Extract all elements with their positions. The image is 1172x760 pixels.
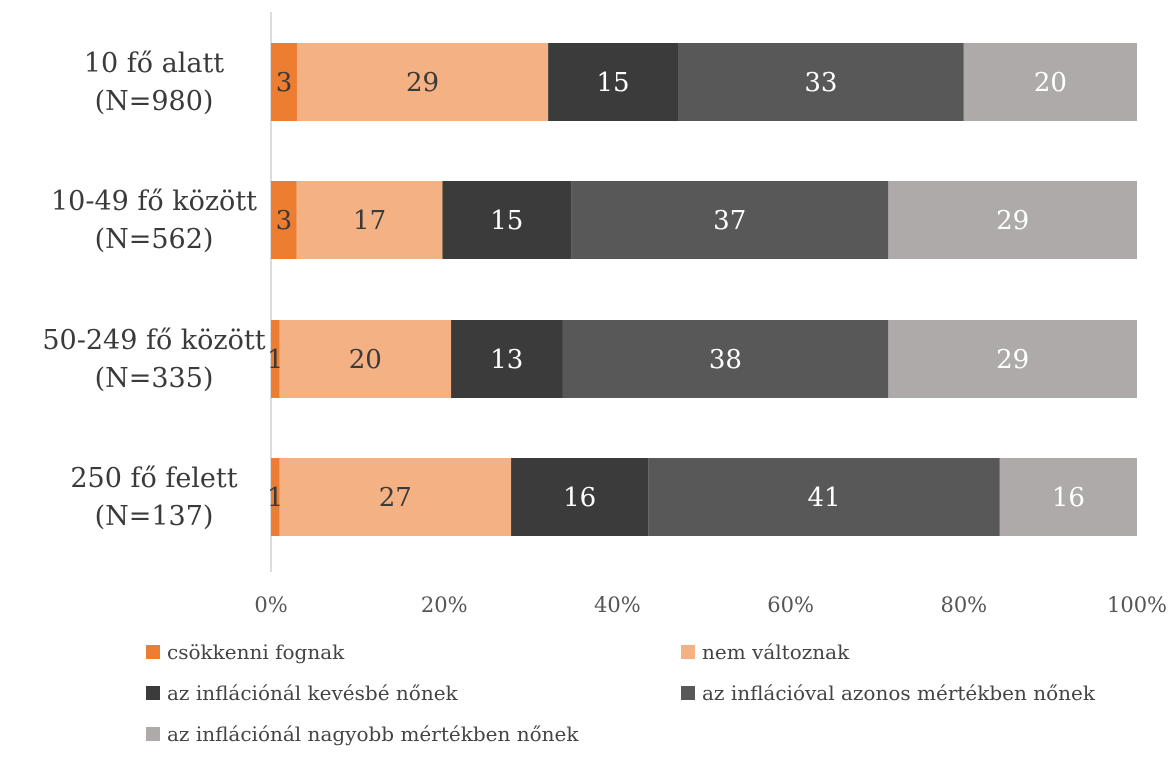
data-label: 20 xyxy=(1034,68,1067,98)
category-label: 250 fő felett xyxy=(70,463,237,494)
data-label: 27 xyxy=(379,483,412,513)
data-label: 17 xyxy=(353,206,386,236)
legend-swatch xyxy=(146,686,160,700)
legend-swatch xyxy=(146,727,160,741)
data-label: 1 xyxy=(267,483,284,513)
legend-label: nem változnak xyxy=(702,640,850,664)
chart-legend: csökkenni fognak nem változnak az infláció… xyxy=(146,632,1166,754)
data-label: 29 xyxy=(996,206,1029,236)
legend-swatch xyxy=(146,645,160,659)
x-tick-label: 80% xyxy=(940,593,987,617)
data-label: 38 xyxy=(709,345,742,375)
bar-segment xyxy=(678,43,964,121)
bar-segment xyxy=(963,43,1137,121)
category-count-label: (N=980) xyxy=(95,86,214,117)
bar-segment xyxy=(279,458,512,536)
bar-segment xyxy=(548,43,679,121)
data-label: 3 xyxy=(276,68,293,98)
bar-segment xyxy=(271,458,280,536)
data-label: 37 xyxy=(713,206,746,236)
bar-segment xyxy=(296,43,549,121)
stacked-bar-chart: 3 29 15 33 20 10 fő alatt (N=980) 3 17 15 37 29 10-4… xyxy=(42,12,1167,617)
chart-canvas: 3 29 15 33 20 10 fő alatt (N=980) 3 17 15 37 29 10-4… xyxy=(42,12,1167,617)
data-label: 29 xyxy=(406,68,439,98)
bar-segment xyxy=(271,43,297,121)
data-label: 41 xyxy=(807,483,840,513)
legend-item: az inflációnál nagyobb mértékben nőnek xyxy=(146,714,578,754)
bar-segment xyxy=(511,458,649,536)
legend-swatch xyxy=(681,686,695,700)
bar-segment xyxy=(571,181,889,259)
bar-segment xyxy=(999,458,1137,536)
bar-segment xyxy=(442,181,572,259)
x-tick-label: 100% xyxy=(1107,593,1167,617)
x-tick-label: 0% xyxy=(254,593,287,617)
category-count-label: (N=562) xyxy=(95,224,214,255)
legend-item: az inflációval azonos mértékben nőnek xyxy=(681,673,1095,713)
bar-segment xyxy=(451,320,563,398)
category-count-label: (N=335) xyxy=(95,363,214,394)
bar-segment xyxy=(279,320,452,398)
legend-item: az inflációnál kevésbé nőnek xyxy=(146,673,458,713)
legend-label: az inflációnál kevésbé nőnek xyxy=(167,681,458,705)
legend-item: csökkenni fognak xyxy=(146,632,344,672)
data-label: 33 xyxy=(804,68,837,98)
bar-segment xyxy=(271,320,280,398)
x-tick-label: 40% xyxy=(594,593,641,617)
legend-swatch xyxy=(681,645,695,659)
legend-item: nem változnak xyxy=(681,632,849,672)
bar-segment xyxy=(888,181,1137,259)
legend-label: az inflációnál nagyobb mértékben nőnek xyxy=(167,722,579,746)
bar-segment xyxy=(296,181,443,259)
bar-segment xyxy=(271,181,297,259)
category-label: 50-249 fő között xyxy=(42,325,265,356)
data-label: 15 xyxy=(597,68,630,98)
data-label: 13 xyxy=(490,345,523,375)
category-label: 10 fő alatt xyxy=(84,48,224,79)
data-label: 29 xyxy=(996,345,1029,375)
category-count-label: (N=137) xyxy=(95,501,214,532)
bar-segment xyxy=(648,458,1000,536)
category-label: 10-49 fő között xyxy=(51,186,257,217)
data-label: 3 xyxy=(276,206,293,236)
data-label: 15 xyxy=(490,206,523,236)
data-label: 20 xyxy=(349,345,382,375)
legend-label: az inflációval azonos mértékben nőnek xyxy=(702,681,1096,705)
data-label: 16 xyxy=(563,483,596,513)
legend-label: csökkenni fognak xyxy=(167,640,345,664)
bar-segment xyxy=(562,320,889,398)
data-label: 1 xyxy=(267,345,284,375)
x-tick-label: 20% xyxy=(421,593,468,617)
x-tick-label: 60% xyxy=(767,593,814,617)
bar-segment xyxy=(888,320,1137,398)
data-label: 16 xyxy=(1052,483,1085,513)
